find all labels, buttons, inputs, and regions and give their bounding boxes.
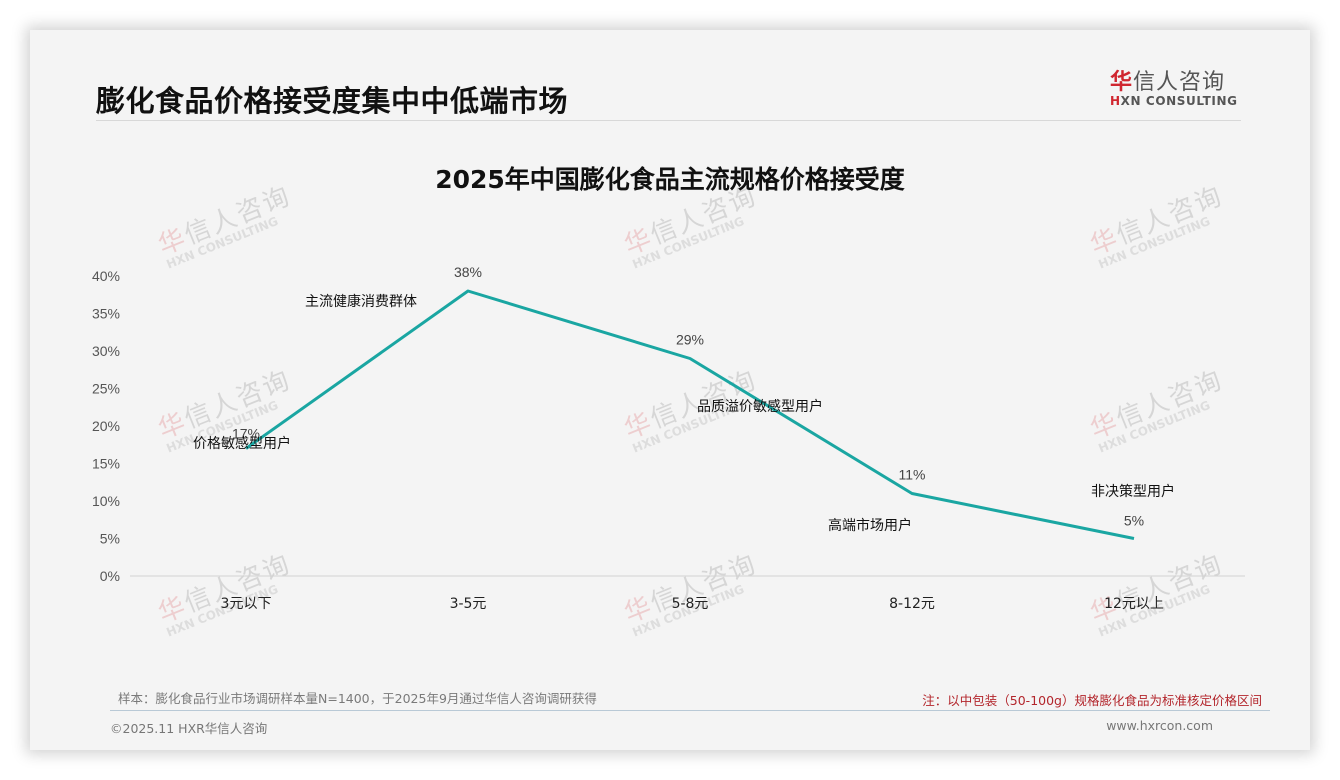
data-value-label: 29% bbox=[676, 332, 704, 348]
segment-annotation: 品质溢价敏感型用户 bbox=[697, 398, 823, 415]
footer-divider bbox=[110, 710, 1270, 711]
title-divider bbox=[96, 120, 1241, 121]
y-tick-label: 10% bbox=[92, 493, 120, 509]
website-link[interactable]: www.hxrcon.com bbox=[1106, 718, 1213, 733]
y-tick-label: 25% bbox=[92, 381, 120, 397]
price-note: 注：以中包装（50-100g）规格膨化食品为标准核定价格区间 bbox=[922, 693, 1262, 708]
segment-annotation: 非决策型用户 bbox=[1091, 483, 1175, 500]
logo-cn: 华信人咨询 bbox=[1110, 64, 1250, 96]
chart-title: 2025年中国膨化食品主流规格价格接受度 bbox=[435, 165, 905, 194]
x-tick-label: 8-12元 bbox=[889, 596, 935, 612]
logo-cn-rest: 信人咨询 bbox=[1133, 70, 1226, 95]
logo-en: HXN CONSULTING bbox=[1110, 94, 1250, 108]
y-tick-label: 35% bbox=[92, 306, 120, 322]
segment-annotation: 价格敏感型用户 bbox=[193, 435, 291, 452]
data-value-label: 38% bbox=[454, 264, 482, 280]
logo-en-rest: XN CONSULTING bbox=[1120, 94, 1238, 108]
value-labels: 17% 38% 29% 11% 5% bbox=[232, 264, 1144, 529]
logo-en-red: H bbox=[1110, 94, 1121, 108]
x-tick-label: 3-5元 bbox=[450, 596, 487, 612]
data-value-label: 17% bbox=[232, 426, 260, 442]
logo-cn-red: 华 bbox=[1110, 70, 1134, 95]
data-value-label: 11% bbox=[899, 467, 926, 483]
y-tick-label: 20% bbox=[92, 418, 120, 434]
y-tick-label: 0% bbox=[100, 568, 120, 584]
y-axis: 0% 5% 10% 15% 20% 25% 30% 35% 40% bbox=[92, 268, 120, 584]
line-chart: 0% 5% 10% 15% 20% 25% 30% 35% 40% 3元以下 3-5元 5-8元 8-… bbox=[92, 264, 1245, 612]
x-tick-label: 3元以下 bbox=[221, 596, 272, 612]
x-tick-label: 12元以上 bbox=[1104, 596, 1164, 612]
slide-card: 膨化食品价格接受度集中中低端市场 华信人咨询 HXN CONSULTING 华信… bbox=[30, 30, 1310, 750]
segment-annotation: 主流健康消费群体 bbox=[305, 293, 417, 310]
copyright: ©2025.11 HXR华信人咨询 bbox=[110, 721, 268, 736]
segment-annotation: 高端市场用户 bbox=[828, 517, 912, 534]
y-tick-label: 15% bbox=[92, 456, 120, 472]
sample-note: 样本：膨化食品行业市场调研样本量N=1400，于2025年9月通过华信人咨询调研… bbox=[118, 691, 597, 706]
data-value-label: 5% bbox=[1124, 513, 1144, 529]
y-tick-label: 5% bbox=[100, 531, 120, 547]
series-line bbox=[245, 289, 1135, 540]
page-title: 膨化食品价格接受度集中中低端市场 bbox=[96, 84, 569, 118]
y-tick-label: 30% bbox=[92, 343, 120, 359]
y-tick-label: 40% bbox=[92, 268, 120, 284]
brand-logo: 华信人咨询 HXN CONSULTING bbox=[1110, 64, 1250, 108]
x-axis: 3元以下 3-5元 5-8元 8-12元 12元以上 bbox=[221, 596, 1164, 612]
x-tick-label: 5-8元 bbox=[672, 596, 709, 612]
